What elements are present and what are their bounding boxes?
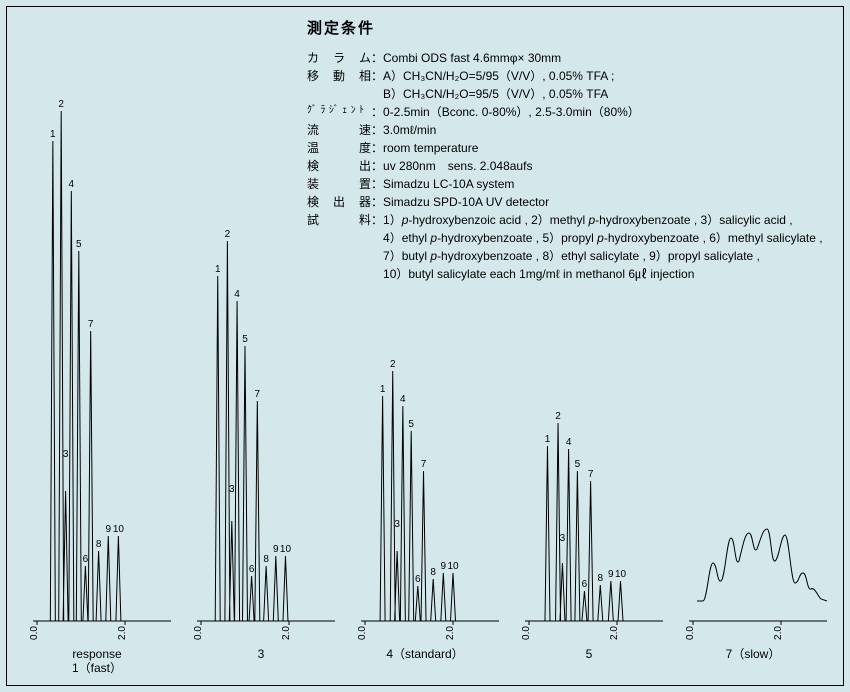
svg-text:7: 7 — [88, 319, 94, 330]
svg-text:10: 10 — [615, 569, 627, 580]
svg-text:3: 3 — [229, 484, 235, 495]
chromatogram-response3: 0.0 2.0 1 2 3 4 5 6 7 8910 3 — [181, 203, 341, 675]
chart-caption: 7（slow） — [726, 647, 781, 675]
svg-text:3: 3 — [560, 533, 566, 544]
svg-text:0.0: 0.0 — [357, 626, 368, 640]
svg-text:9: 9 — [105, 524, 111, 535]
svg-text:7: 7 — [421, 459, 427, 470]
svg-text:8: 8 — [96, 539, 102, 550]
svg-text:10: 10 — [113, 524, 125, 535]
svg-text:2.0: 2.0 — [281, 626, 292, 640]
svg-text:4: 4 — [400, 394, 406, 405]
chromatogram-response7: 0.0 2.0 7（slow） — [673, 483, 833, 675]
svg-text:4: 4 — [234, 289, 240, 300]
svg-text:3: 3 — [63, 449, 69, 460]
svg-text:10: 10 — [447, 561, 459, 572]
chart-caption: 5 — [586, 647, 593, 675]
svg-text:8: 8 — [430, 567, 436, 578]
svg-text:5: 5 — [76, 239, 82, 250]
svg-text:7: 7 — [255, 389, 261, 400]
svg-text:7: 7 — [588, 469, 594, 480]
svg-text:4: 4 — [566, 437, 572, 448]
svg-text:9: 9 — [608, 569, 614, 580]
svg-text:6: 6 — [415, 574, 421, 585]
svg-text:0.0: 0.0 — [521, 626, 532, 640]
svg-text:2: 2 — [390, 359, 396, 370]
svg-text:8: 8 — [263, 554, 269, 565]
svg-text:6: 6 — [249, 564, 255, 575]
svg-text:1: 1 — [50, 129, 56, 140]
svg-text:2: 2 — [555, 411, 561, 422]
svg-text:1: 1 — [380, 384, 386, 395]
svg-text:4: 4 — [69, 179, 75, 190]
svg-text:9: 9 — [441, 561, 447, 572]
chromatogram-response1: 0.0 2.0 1 2 3 4 5 6 7 8910 response1（fast） — [17, 83, 177, 675]
svg-text:0.0: 0.0 — [685, 626, 696, 640]
chromatogram-response4: 0.0 2.0 1 2 3 4 5 6 7 8910 4（standard） — [345, 333, 505, 675]
chart-caption: response1（fast） — [72, 647, 122, 675]
svg-text:0.0: 0.0 — [29, 626, 40, 640]
svg-text:5: 5 — [242, 334, 248, 345]
svg-text:2.0: 2.0 — [117, 626, 128, 640]
page-root: 測定条件 カラム：Combi ODS fast 4.6mmφ× 30mm 移動相… — [0, 0, 850, 692]
svg-text:2.0: 2.0 — [773, 626, 784, 640]
svg-text:6: 6 — [582, 579, 588, 590]
svg-text:3: 3 — [394, 519, 400, 530]
svg-text:6: 6 — [83, 554, 89, 565]
chromatogram-response5: 0.02.0123456789105 — [509, 383, 669, 675]
svg-text:2: 2 — [225, 229, 231, 240]
svg-text:2.0: 2.0 — [445, 626, 456, 640]
svg-text:1: 1 — [215, 264, 221, 275]
conditions-title: 測定条件 — [307, 17, 375, 38]
chromatogram-row: 0.02.012345678910response1（fast）0.02.012… — [17, 55, 833, 675]
svg-text:1: 1 — [545, 434, 551, 445]
inner-frame: 測定条件 カラム：Combi ODS fast 4.6mmφ× 30mm 移動相… — [6, 6, 844, 686]
svg-text:9: 9 — [273, 544, 279, 555]
svg-text:2.0: 2.0 — [609, 626, 620, 640]
svg-text:5: 5 — [408, 419, 414, 430]
svg-text:10: 10 — [280, 544, 292, 555]
chart-caption: 3 — [258, 647, 265, 675]
svg-text:0.0: 0.0 — [193, 626, 204, 640]
chart-caption: 4（standard） — [386, 647, 463, 675]
svg-text:8: 8 — [597, 573, 603, 584]
svg-text:5: 5 — [575, 459, 581, 470]
svg-text:2: 2 — [58, 99, 64, 110]
